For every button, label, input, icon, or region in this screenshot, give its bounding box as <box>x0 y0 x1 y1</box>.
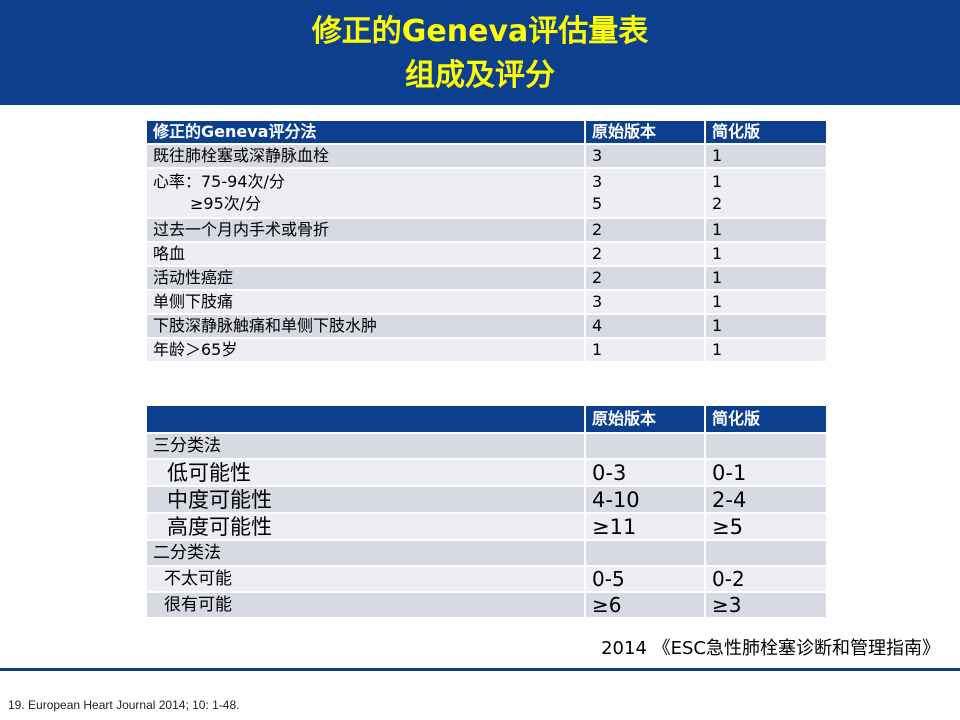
probability-classification-table: 原始版本 简化版 三分类法 低可能性 0-3 0-1 中度可能性 4-10 2-… <box>145 404 828 619</box>
row-original: 3 5 <box>584 167 706 219</box>
row-original: 2 <box>584 241 706 267</box>
row-simplified: 1 <box>704 313 828 339</box>
table-row: 既往肺栓塞或深静脉血栓 3 1 <box>145 143 828 169</box>
row-label: 高度可能性 <box>145 512 586 541</box>
row-original: 3 <box>584 143 706 169</box>
heart-rate-line2: ≥95次/分 <box>190 194 262 213</box>
row-original: ≥11 <box>584 512 706 541</box>
guideline-reference: 2014 《ESC急性肺栓塞诊断和管理指南》 <box>601 638 940 659</box>
row-item: 既往肺栓塞或深静脉血栓 <box>145 143 586 169</box>
row-simplified: 1 <box>704 265 828 291</box>
row-simplified: 1 <box>704 337 828 363</box>
row-simplified <box>704 432 828 460</box>
row-simplified: 0-2 <box>704 565 828 593</box>
column-header-original: 原始版本 <box>584 404 706 434</box>
table-header-row: 修正的Geneva评分法 原始版本 简化版 <box>145 119 828 145</box>
column-header-original: 原始版本 <box>584 119 706 145</box>
simplified-line1: 1 <box>712 172 723 191</box>
column-header-simplified: 简化版 <box>704 404 828 434</box>
row-original: 2 <box>584 217 706 243</box>
row-original: 4-10 <box>584 485 706 514</box>
row-original: 0-3 <box>584 458 706 487</box>
row-label: 很有可能 <box>145 591 586 619</box>
slide-title: 修正的Geneva评估量表 <box>311 14 649 49</box>
row-label: 二分类法 <box>145 539 586 567</box>
title-banner <box>0 0 960 105</box>
geneva-score-table: 修正的Geneva评分法 原始版本 简化版 既往肺栓塞或深静脉血栓 3 1 心率… <box>145 119 828 363</box>
column-header-category <box>145 404 586 434</box>
citation-footnote: 19. European Heart Journal 2014; 10: 1-4… <box>8 698 240 712</box>
heart-rate-line1: 心率：75-94次/分 <box>153 172 285 191</box>
row-original: 0-5 <box>584 565 706 593</box>
slide-subtitle: 组成及评分 <box>405 58 555 93</box>
row-label: 三分类法 <box>145 432 586 460</box>
row-simplified: 2-4 <box>704 485 828 514</box>
original-line2: 5 <box>592 194 603 213</box>
row-simplified: 1 <box>704 289 828 315</box>
row-label: 低可能性 <box>145 458 586 487</box>
table-row: 心率：75-94次/分 ≥95次/分 3 5 1 2 <box>145 167 828 219</box>
table-row: 高度可能性 ≥11 ≥5 <box>145 512 828 541</box>
table-row: 活动性癌症 2 1 <box>145 265 828 291</box>
table-row: 很有可能 ≥6 ≥3 <box>145 591 828 619</box>
table-row: 三分类法 <box>145 432 828 460</box>
row-item: 心率：75-94次/分 ≥95次/分 <box>145 167 586 219</box>
row-original: 4 <box>584 313 706 339</box>
row-original <box>584 539 706 567</box>
row-simplified: 1 <box>704 217 828 243</box>
row-item: 下肢深静脉触痛和单侧下肢水肿 <box>145 313 586 339</box>
table-row: 单侧下肢痛 3 1 <box>145 289 828 315</box>
table-row: 咯血 2 1 <box>145 241 828 267</box>
row-original: 2 <box>584 265 706 291</box>
table-header-row: 原始版本 简化版 <box>145 404 828 434</box>
table-row: 下肢深静脉触痛和单侧下肢水肿 4 1 <box>145 313 828 339</box>
row-label: 不太可能 <box>145 565 586 593</box>
simplified-line2: 2 <box>712 194 723 213</box>
footer-divider <box>0 668 960 671</box>
row-simplified: ≥3 <box>704 591 828 619</box>
column-header-simplified: 简化版 <box>704 119 828 145</box>
row-item: 活动性癌症 <box>145 265 586 291</box>
row-simplified: ≥5 <box>704 512 828 541</box>
row-item: 年龄＞65岁 <box>145 337 586 363</box>
row-label: 中度可能性 <box>145 485 586 514</box>
row-original <box>584 432 706 460</box>
table-row: 二分类法 <box>145 539 828 567</box>
row-simplified: 1 <box>704 143 828 169</box>
row-simplified: 1 2 <box>704 167 828 219</box>
table-row: 过去一个月内手术或骨折 2 1 <box>145 217 828 243</box>
table-row: 不太可能 0-5 0-2 <box>145 565 828 593</box>
row-item: 咯血 <box>145 241 586 267</box>
row-item: 单侧下肢痛 <box>145 289 586 315</box>
column-header-item: 修正的Geneva评分法 <box>145 119 586 145</box>
table-row: 中度可能性 4-10 2-4 <box>145 485 828 514</box>
row-item: 过去一个月内手术或骨折 <box>145 217 586 243</box>
row-simplified: 1 <box>704 241 828 267</box>
table-row: 低可能性 0-3 0-1 <box>145 458 828 487</box>
table-row: 年龄＞65岁 1 1 <box>145 337 828 363</box>
row-simplified: 0-1 <box>704 458 828 487</box>
row-simplified <box>704 539 828 567</box>
row-original: 1 <box>584 337 706 363</box>
row-original: 3 <box>584 289 706 315</box>
original-line1: 3 <box>592 172 603 191</box>
row-original: ≥6 <box>584 591 706 619</box>
